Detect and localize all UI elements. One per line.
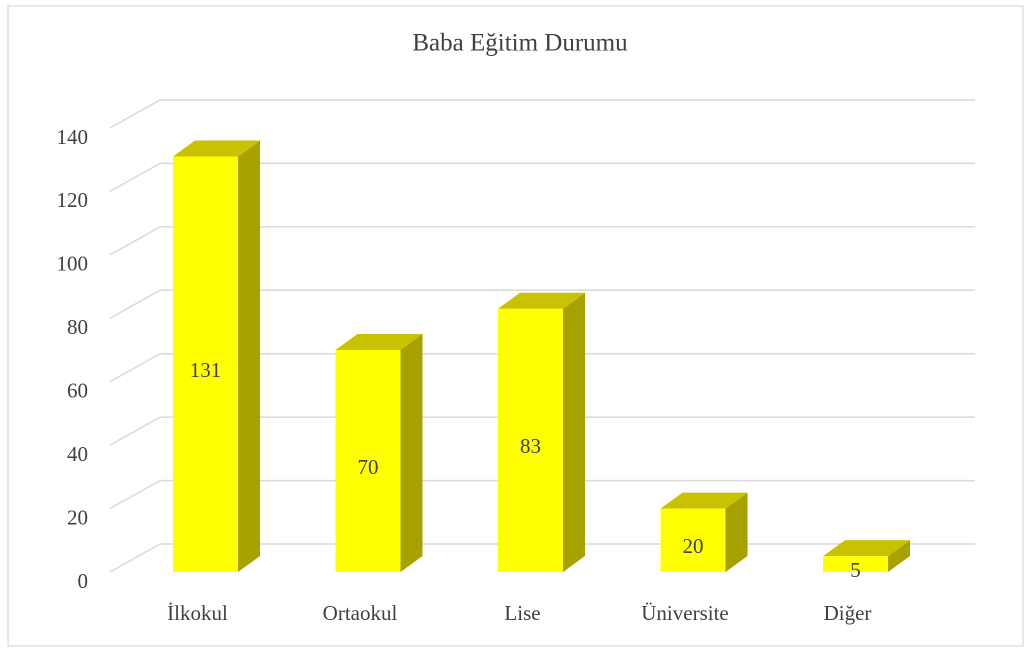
bar-front [498, 308, 563, 572]
grid-line [109, 226, 975, 256]
bar-front [335, 350, 401, 572]
value-label: 70 [358, 455, 379, 479]
y-tick-label: 100 [57, 252, 89, 276]
bar [660, 492, 748, 572]
x-tick-label: Ortaokul [323, 601, 398, 625]
y-tick-label: 140 [57, 125, 89, 149]
bar [173, 140, 260, 573]
grid-line [109, 352, 975, 383]
value-label: 131 [190, 358, 222, 382]
bar [498, 292, 585, 572]
grid-line [109, 162, 975, 193]
value-label: 5 [850, 558, 861, 582]
bar [335, 334, 423, 572]
bar-side [725, 492, 748, 572]
grid-line [109, 479, 975, 510]
bar-front [823, 556, 888, 572]
bar-front [660, 508, 726, 572]
grid-line [109, 289, 975, 319]
bar-top [498, 292, 585, 309]
bar-top [173, 140, 260, 157]
y-tick-label: 0 [78, 569, 89, 593]
grid-line [109, 416, 975, 446]
bar-front [173, 156, 238, 573]
x-tick-label: Diğer [824, 601, 872, 625]
bar-side [563, 292, 585, 572]
value-label: 20 [683, 534, 704, 558]
bar-top [335, 334, 423, 350]
bar-side [238, 140, 260, 573]
value-label: 83 [520, 434, 541, 458]
chart-title: Baba Eğitim Durumu [412, 30, 628, 57]
bar-top [823, 540, 910, 557]
bar-side [400, 334, 423, 572]
bar [823, 540, 910, 572]
grid-line [109, 99, 975, 129]
y-tick-label: 60 [67, 379, 88, 403]
x-tick-label: İlkokul [167, 601, 228, 625]
x-tick-label: Lise [504, 601, 540, 625]
y-tick-label: 120 [57, 188, 89, 212]
x-tick-label: Üniversite [641, 601, 728, 625]
bar-side [888, 540, 910, 572]
y-tick-label: 80 [67, 315, 88, 339]
y-tick-label: 40 [67, 442, 88, 466]
y-tick-label: 20 [67, 505, 88, 529]
bar-top [660, 492, 748, 509]
